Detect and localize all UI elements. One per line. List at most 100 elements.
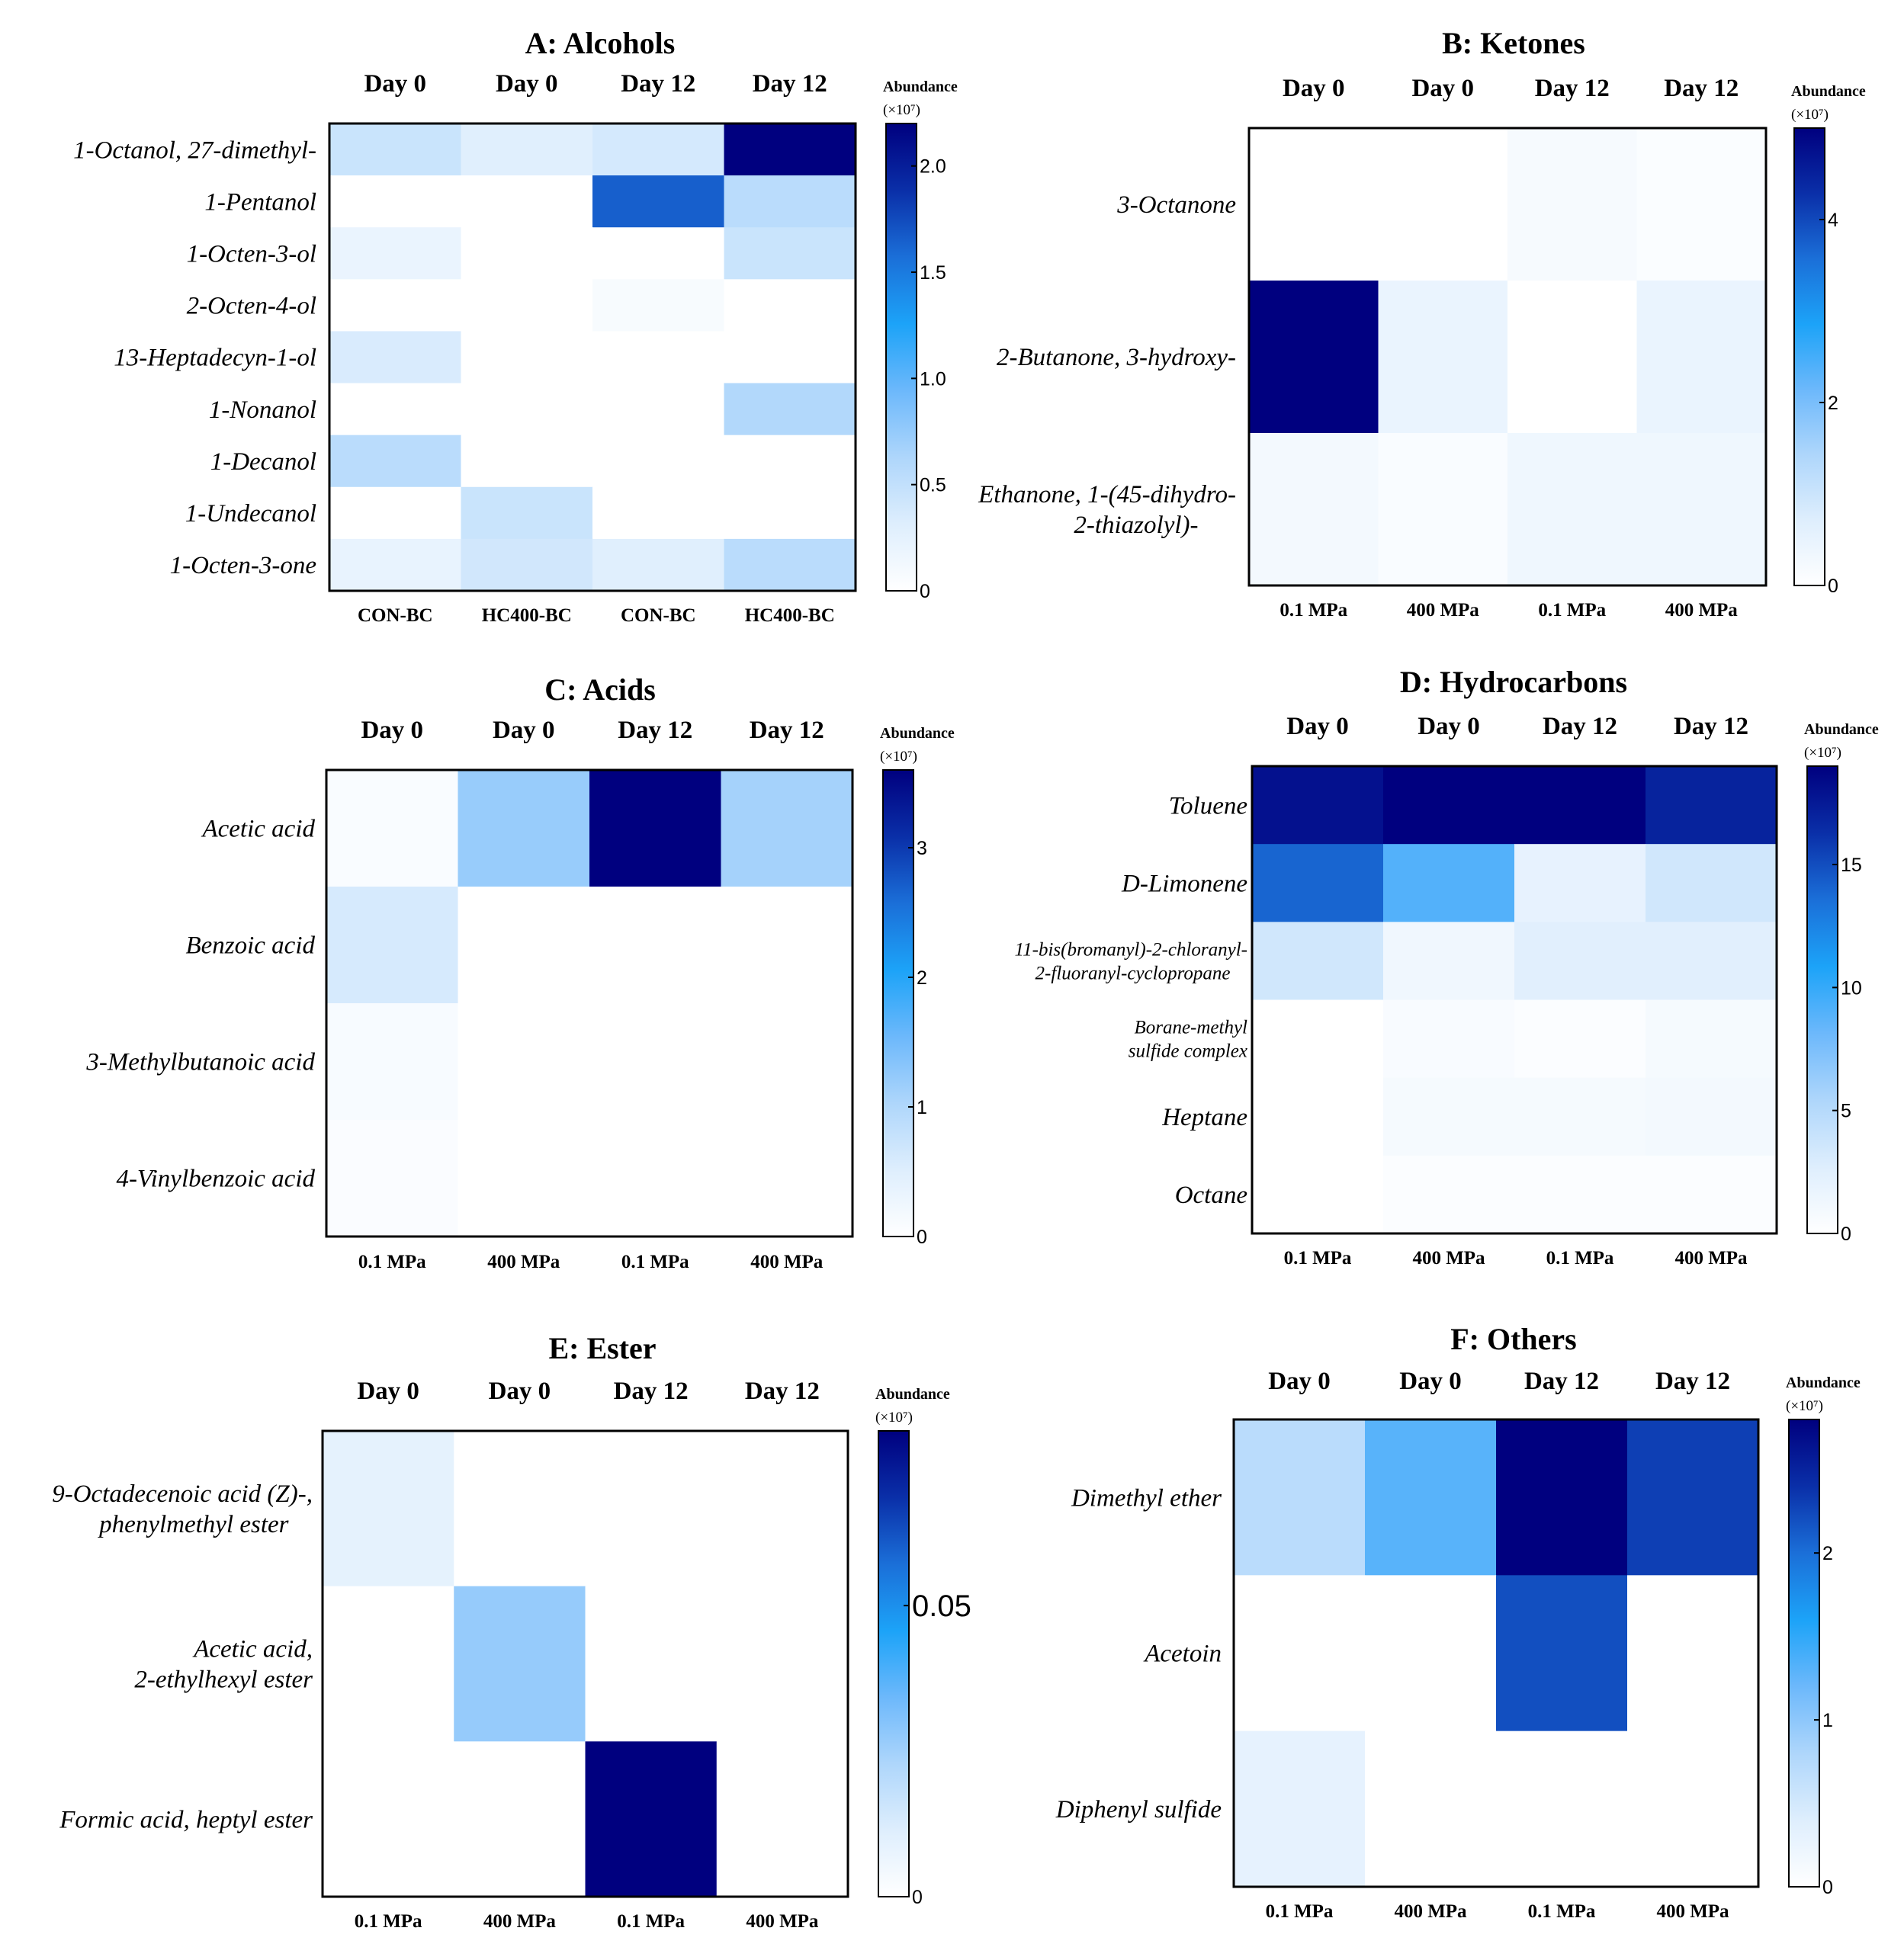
row-label: 1-Octen-3-ol bbox=[187, 240, 316, 268]
heatmap-cell bbox=[585, 1586, 718, 1742]
heatmap-frame bbox=[325, 768, 854, 1238]
heatmap-cell bbox=[1249, 281, 1379, 434]
colorbar-title: Abundance bbox=[1804, 721, 1879, 738]
heatmap-cell bbox=[1383, 766, 1515, 845]
heatmap-cell bbox=[724, 486, 856, 540]
colorbar bbox=[882, 769, 914, 1237]
heatmap-cell bbox=[1249, 433, 1379, 586]
heatmap-cell bbox=[1378, 128, 1508, 281]
heatmap-panel-b: B: Ketones Day 0 Day 0 Day 12 Day 12 3-Octano… bbox=[978, 26, 1866, 621]
heatmap-cell bbox=[1378, 281, 1508, 434]
heatmap-cell bbox=[724, 279, 856, 332]
heatmap-cell bbox=[585, 1741, 718, 1897]
x-tick-label: 400 MPa bbox=[746, 1911, 819, 1932]
heatmap-frame bbox=[1251, 765, 1778, 1235]
heatmap-cell bbox=[461, 175, 593, 228]
heatmap-cell bbox=[1646, 999, 1777, 1079]
heatmap-cell bbox=[329, 279, 462, 332]
column-label: Day 0 bbox=[489, 1378, 551, 1405]
heatmap-cell bbox=[592, 279, 725, 332]
colorbar bbox=[1806, 765, 1838, 1234]
column-label: Day 12 bbox=[1535, 75, 1610, 102]
heatmap-frame bbox=[1232, 1418, 1760, 1888]
colorbar-tick-label: 10 bbox=[1841, 977, 1862, 999]
colorbar-tick-label: 0 bbox=[1828, 576, 1838, 597]
heatmap-cell bbox=[1252, 1077, 1384, 1156]
colorbar-title: Abundance bbox=[880, 725, 955, 742]
column-label: Day 0 bbox=[1283, 75, 1345, 102]
colorbar-tick-label: 0.05 bbox=[912, 1589, 971, 1623]
heatmap-cell bbox=[1252, 999, 1384, 1079]
heatmap-cell bbox=[721, 1120, 853, 1237]
heatmap-cell bbox=[1378, 433, 1508, 586]
heatmap-cell bbox=[1646, 1077, 1777, 1156]
colorbar bbox=[1793, 127, 1825, 586]
colorbar-unit: (×10⁷) bbox=[1786, 1398, 1823, 1414]
x-tick-label: HC400-BC bbox=[482, 605, 572, 626]
colorbar-tick-label: 0 bbox=[920, 581, 930, 602]
colorbar-tick-label: 0 bbox=[912, 1887, 923, 1908]
x-tick-label: 0.1 MPa bbox=[1538, 600, 1606, 621]
heatmap-cell bbox=[1627, 1419, 1759, 1576]
column-label: Day 12 bbox=[1655, 1368, 1730, 1395]
heatmap-cell bbox=[1646, 1155, 1777, 1234]
heatmap-frame bbox=[1247, 127, 1768, 587]
heatmap-cell bbox=[326, 1003, 459, 1121]
row-label: 1-Nonanol bbox=[209, 396, 316, 424]
heatmap-panel-e: E: Ester Day 0 Day 0 Day 12 Day 12 9-Octadece… bbox=[52, 1331, 971, 1932]
row-label: 9-Octadecenoic acid (Z)-, bbox=[52, 1480, 313, 1508]
heatmap-cell bbox=[454, 1431, 586, 1587]
row-label: 2-thiazolyl)- bbox=[1074, 512, 1198, 539]
colorbar-tick-label: 3 bbox=[917, 838, 927, 859]
heatmap-cell bbox=[461, 538, 593, 592]
heatmap-cell bbox=[721, 1003, 853, 1121]
heatmap-cell bbox=[458, 1120, 590, 1237]
column-label: Day 0 bbox=[1268, 1368, 1331, 1395]
heatmap-cell bbox=[1496, 1575, 1628, 1732]
panel-title: F: Others bbox=[1450, 1322, 1577, 1356]
column-label: Day 0 bbox=[361, 717, 423, 744]
x-tick-label: HC400-BC bbox=[745, 605, 835, 626]
heatmap-cell bbox=[326, 1120, 459, 1237]
heatmap-cell bbox=[454, 1741, 586, 1897]
heatmap-cell bbox=[323, 1586, 454, 1742]
heatmap-cell bbox=[592, 123, 725, 176]
row-label: Octane bbox=[1175, 1182, 1247, 1209]
row-label: D-Limonene bbox=[1121, 870, 1247, 897]
column-label: Day 12 bbox=[1543, 713, 1617, 740]
row-label: 1-Octanol, 27-dimethyl- bbox=[73, 136, 316, 164]
column-label: Day 0 bbox=[357, 1378, 419, 1405]
heatmap-cell bbox=[716, 1741, 849, 1897]
column-label: Day 0 bbox=[1418, 713, 1480, 740]
colorbar-tick-label: 0.5 bbox=[920, 475, 946, 496]
heatmap-cell bbox=[461, 486, 593, 540]
heatmap-cell bbox=[329, 538, 462, 592]
heatmap-cell bbox=[592, 538, 725, 592]
heatmap-cell bbox=[458, 1003, 590, 1121]
row-label: 1-Octen-3-one bbox=[170, 552, 316, 579]
colorbar-tick-label: 0 bbox=[917, 1227, 927, 1248]
column-label: Day 12 bbox=[1674, 713, 1748, 740]
colorbar-tick-label: 1 bbox=[1822, 1710, 1833, 1731]
row-label: Ethanone, 1-(45-dihydro- bbox=[978, 481, 1236, 508]
heatmap-cell bbox=[1507, 281, 1638, 434]
heatmap-frame bbox=[328, 122, 857, 592]
x-tick-label: 0.1 MPa bbox=[1284, 1248, 1352, 1269]
heatmap-cell bbox=[461, 331, 593, 384]
heatmap-cell bbox=[1365, 1419, 1497, 1576]
heatmap-cell bbox=[1252, 766, 1384, 845]
heatmap-cell bbox=[1636, 128, 1767, 281]
heatmap-cell bbox=[1365, 1730, 1497, 1888]
x-tick-label: 0.1 MPa bbox=[1546, 1248, 1614, 1269]
x-tick-label: 0.1 MPa bbox=[358, 1252, 426, 1272]
heatmap-cell bbox=[1383, 999, 1515, 1079]
heatmap-cell bbox=[1646, 844, 1777, 922]
heatmap-cell bbox=[589, 1120, 722, 1237]
heatmap-cell bbox=[716, 1431, 849, 1587]
x-tick-label: 400 MPa bbox=[1412, 1248, 1485, 1269]
heatmap-cell bbox=[592, 175, 725, 228]
heatmap-cell bbox=[1507, 433, 1638, 586]
heatmap-cell bbox=[1507, 128, 1638, 281]
heatmap-cell bbox=[1234, 1419, 1366, 1576]
